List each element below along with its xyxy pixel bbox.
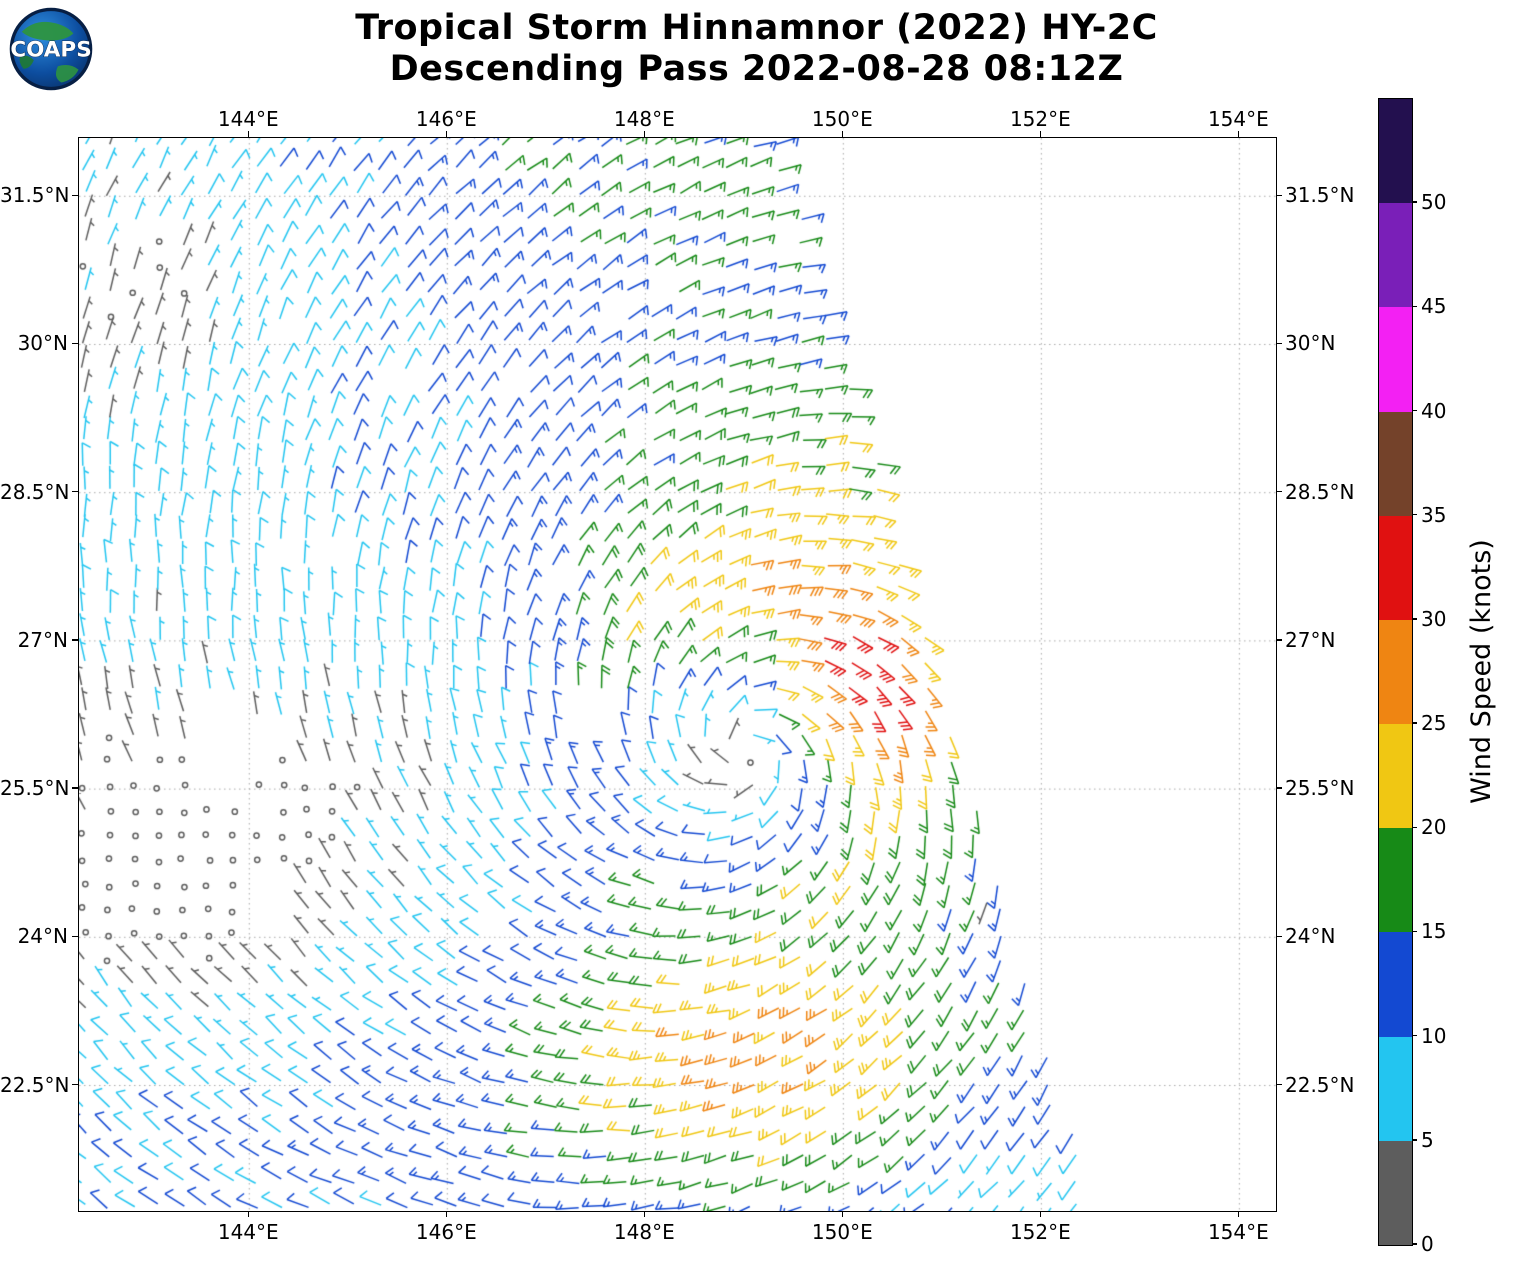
colorbar-tick-label: 0: [1421, 1232, 1434, 1256]
title-line-2: Descending Pass 2022-08-28 08:12Z: [389, 49, 1124, 90]
coaps-logo: COAPS: [9, 7, 93, 91]
x-tick-mark: [1237, 131, 1240, 137]
logo-text: COAPS: [10, 38, 91, 63]
globe-icon: COAPS: [9, 7, 93, 91]
y-tick-label-left: 24°N: [17, 924, 68, 949]
y-tick-mark: [1276, 490, 1282, 493]
x-tick-label-top: 152°E: [1009, 107, 1071, 131]
x-tick-label-top: 154°E: [1207, 107, 1269, 131]
y-tick-mark: [1276, 935, 1282, 938]
colorbar-segment: [1379, 411, 1412, 516]
colorbar-tick-label: 30: [1421, 606, 1447, 631]
y-tick-label-right: 28.5°N: [1285, 479, 1355, 504]
colorbar-tick-label: 20: [1421, 815, 1447, 840]
colorbar-segment: [1379, 1140, 1412, 1245]
colorbar: [1378, 98, 1413, 1246]
colorbar-segment: [1379, 515, 1412, 620]
x-tick-label-bottom: 146°E: [415, 1220, 477, 1244]
colorbar-tick-mark: [1412, 201, 1417, 203]
y-tick-label-left: 25.5°N: [0, 776, 70, 801]
colorbar-tick-mark: [1412, 305, 1417, 308]
x-tick-mark: [445, 131, 448, 137]
x-tick-mark: [1237, 1211, 1240, 1217]
colorbar-tick-label: 25: [1421, 711, 1447, 736]
y-tick-label-left: 27°N: [17, 627, 68, 652]
y-tick-label-right: 25.5°N: [1285, 776, 1355, 801]
colorbar-tick-mark: [1412, 618, 1417, 620]
colorbar-tick-mark: [1412, 722, 1417, 724]
colorbar-tick-mark: [1412, 1139, 1417, 1141]
colorbar-segment: [1379, 99, 1412, 204]
colorbar-segment: [1379, 828, 1412, 933]
x-tick-mark: [247, 1211, 250, 1217]
colorbar-tick-mark: [1412, 1034, 1417, 1037]
x-tick-mark: [1039, 131, 1042, 137]
colorbar-axis-label: Wind Speed (knots): [1465, 538, 1497, 804]
colorbar-tick-label: 5: [1421, 1127, 1434, 1152]
y-tick-mark: [1276, 194, 1282, 197]
x-tick-mark: [643, 1211, 646, 1217]
y-tick-label-right: 31.5°N: [1285, 183, 1355, 208]
y-tick-mark: [1276, 342, 1282, 345]
colorbar-axis-label-wrap: Wind Speed (knots): [1446, 98, 1513, 1244]
colorbar-segment: [1379, 619, 1412, 725]
y-tick-label-right: 30°N: [1285, 331, 1336, 356]
colorbar-tick-label: 35: [1421, 502, 1447, 527]
colorbar-segment: [1379, 932, 1412, 1037]
x-tick-label-top: 150°E: [811, 107, 873, 131]
y-tick-mark: [72, 639, 78, 641]
wind-barb-canvas: [79, 138, 1276, 1211]
y-tick-label-right: 27°N: [1285, 627, 1336, 652]
colorbar-tick-label: 15: [1421, 919, 1447, 944]
colorbar-tick-mark: [1412, 930, 1417, 933]
colorbar-tick-mark: [1412, 513, 1417, 516]
colorbar-tick-label: 10: [1421, 1023, 1447, 1048]
y-tick-label-left: 28.5°N: [0, 479, 70, 504]
x-tick-mark: [841, 131, 844, 137]
x-tick-label-top: 144°E: [217, 107, 279, 131]
y-tick-mark: [72, 935, 78, 938]
y-tick-label-left: 22.5°N: [0, 1072, 70, 1097]
colorbar-tick-mark: [1412, 409, 1417, 412]
y-tick-mark: [72, 342, 78, 345]
x-tick-label-bottom: 154°E: [1207, 1220, 1269, 1244]
colorbar-tick-mark: [1412, 1243, 1417, 1245]
x-tick-mark: [841, 1211, 844, 1217]
y-tick-label-right: 24°N: [1285, 924, 1336, 949]
y-tick-mark: [72, 194, 78, 197]
colorbar-segment: [1379, 724, 1412, 829]
colorbar-tick-label: 50: [1421, 190, 1447, 215]
colorbar-segment: [1379, 1036, 1412, 1141]
y-tick-mark: [1276, 787, 1282, 789]
x-tick-mark: [1039, 1211, 1042, 1217]
colorbar-segment: [1379, 307, 1412, 412]
y-tick-mark: [1276, 639, 1282, 641]
title-line-1: Tropical Storm Hinnamnor (2022) HY-2C: [355, 8, 1158, 48]
y-tick-mark: [72, 787, 78, 789]
chart-title: Tropical Storm Hinnamnor (2022) HY-2C De…: [0, 8, 1513, 91]
y-tick-label-left: 30°N: [17, 331, 68, 356]
map-plot-area: [78, 137, 1277, 1212]
x-tick-label-top: 146°E: [415, 107, 477, 131]
y-tick-mark: [72, 490, 78, 493]
x-tick-mark: [445, 1211, 448, 1217]
x-tick-label-bottom: 148°E: [613, 1220, 675, 1244]
colorbar-tick-label: 40: [1421, 398, 1447, 423]
y-tick-label-right: 22.5°N: [1285, 1072, 1355, 1097]
colorbar-tick-mark: [1412, 826, 1417, 829]
colorbar-segment: [1379, 203, 1412, 308]
y-tick-label-left: 31.5°N: [0, 183, 70, 208]
x-tick-label-bottom: 144°E: [217, 1220, 279, 1244]
x-tick-mark: [643, 131, 646, 137]
colorbar-tick-label: 45: [1421, 294, 1447, 319]
x-tick-label-bottom: 152°E: [1009, 1220, 1071, 1244]
y-tick-mark: [72, 1083, 78, 1086]
x-tick-label-bottom: 150°E: [811, 1220, 873, 1244]
x-tick-label-top: 148°E: [613, 107, 675, 131]
y-tick-mark: [1276, 1083, 1282, 1086]
x-tick-mark: [247, 131, 250, 137]
